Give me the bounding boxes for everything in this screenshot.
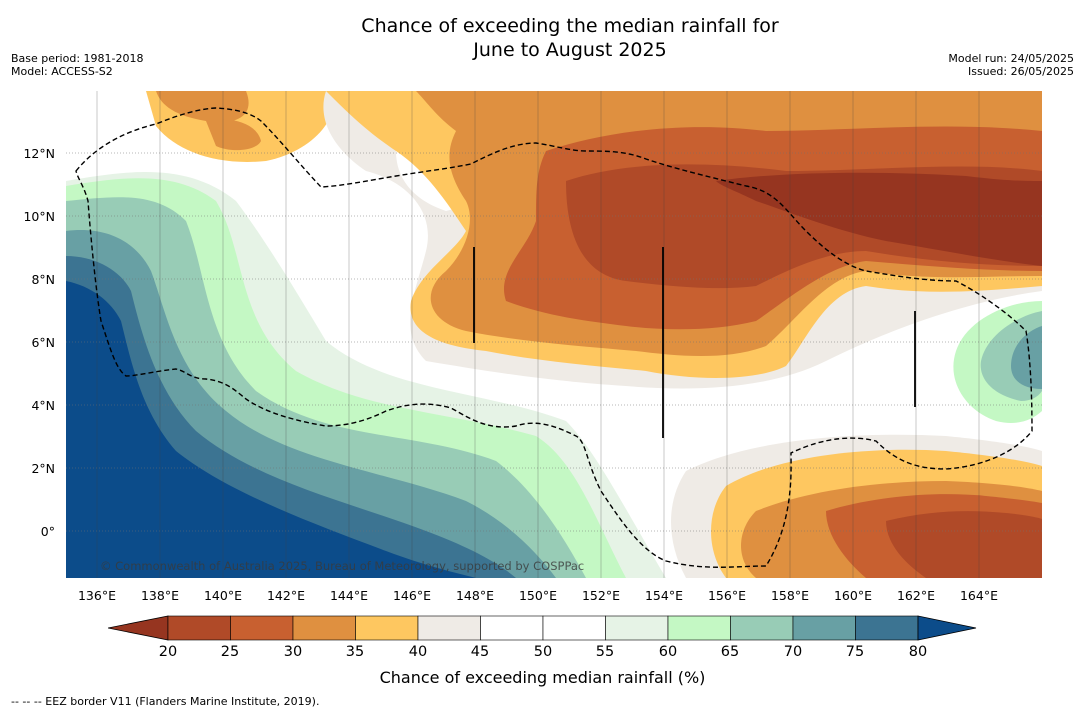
colorbar-label: Chance of exceeding median rainfall (%) [379,668,706,687]
wet-region-80-plus [66,281,476,578]
lon-label-148e: 148°E [455,588,494,603]
colorbar-tick-75: 75 [845,644,865,660]
colorbar-tick-35: 35 [345,644,365,660]
map-svg [66,91,1042,578]
colorbar-tick-20: 20 [158,644,178,660]
dry-region-20 [716,172,1042,266]
colorbar-tick-55: 55 [595,644,615,660]
lon-label-160e: 160°E [833,588,872,603]
colorbar-bin-45-50 [480,615,544,641]
lon-label-138e: 138°E [140,588,179,603]
colorbar-bin-70-75 [792,615,856,641]
eez-border [75,107,1033,568]
graticule [66,152,1042,532]
lon-label-162e: 162°E [896,588,935,603]
issued-date: Issued: 26/05/2025 [967,65,1074,78]
lat-label-4n: 4°N [31,398,55,413]
colorbar-bin-50-55 [542,615,606,641]
colorbar-tick-65: 65 [720,644,740,660]
title-line-1: Chance of exceeding the median rainfall … [361,15,779,37]
rainfall-map [66,91,1042,578]
colorbar-bin-60-65 [667,615,731,641]
colorbar-bin-75-80 [855,615,919,641]
colorbar-bin-30-35 [292,615,356,641]
colorbar-bin-35-40 [355,615,419,641]
lat-label-12n: 12°N [23,146,55,161]
colorbar-tick-45: 45 [470,644,490,660]
map-title: Chance of exceeding the median rainfall … [0,14,1085,62]
colorbar-low-extend [107,615,169,641]
colorbar-bin-20-25 [167,615,231,641]
eez-legend-note: -- -- -- EEZ border V11 (Flanders Marine… [11,695,320,708]
lon-label-146e: 146°E [392,588,431,603]
lat-label-6n: 6°N [31,335,55,350]
colorbar-tick-60: 60 [658,644,678,660]
meridians [96,91,980,578]
lon-label-154e: 154°E [644,588,683,603]
lon-label-164e: 164°E [959,588,998,603]
wet-region-east-75 [1011,326,1042,389]
colorbar-tick-25: 25 [220,644,240,660]
dry-region-nw-35 [156,91,249,123]
colorbar-bin-25-30 [230,615,294,641]
lon-label-150e: 150°E [518,588,557,603]
title-line-2: June to August 2025 [473,39,667,61]
dry-region-se-25 [886,511,1042,578]
lon-label-156e: 156°E [707,588,746,603]
meta-right: Model run: 24/05/2025 Issued: 26/05/2025 [948,52,1074,78]
colorbar-svg [107,615,977,641]
model-run: Model run: 24/05/2025 [948,52,1074,65]
colorbar-tick-80: 80 [908,644,928,660]
lon-label-142e: 142°E [266,588,305,603]
lat-label-8n: 8°N [31,272,55,287]
meta-left: Base period: 1981-2018 Model: ACCESS-S2 [11,52,143,78]
lon-label-144e: 144°E [329,588,368,603]
lon-label-152e: 152°E [581,588,620,603]
lon-label-136e: 136°E [77,588,116,603]
lat-label-2n: 2°N [31,461,55,476]
dry-region-nw2-35 [206,119,261,151]
base-period: Base period: 1981-2018 [11,52,144,65]
model-name: Model: ACCESS-S2 [11,65,113,78]
colorbar-tick-30: 30 [283,644,303,660]
lat-label-0: 0° [40,524,55,539]
lon-label-140e: 140°E [203,588,242,603]
colorbar-high-extend [917,615,977,641]
colorbar-tick-70: 70 [783,644,803,660]
lat-label-10n: 10°N [23,209,55,224]
colorbar-bin-55-60 [605,615,669,641]
zone-markers [473,247,916,438]
colorbar-tick-40: 40 [408,644,428,660]
colorbar-tick-50: 50 [533,644,553,660]
copyright-credit: © Commonwealth of Australia 2025, Bureau… [100,559,585,573]
colorbar [107,615,978,645]
colorbar-bin-40-45 [417,615,481,641]
lon-label-158e: 158°E [770,588,809,603]
colorbar-bin-65-70 [730,615,794,641]
